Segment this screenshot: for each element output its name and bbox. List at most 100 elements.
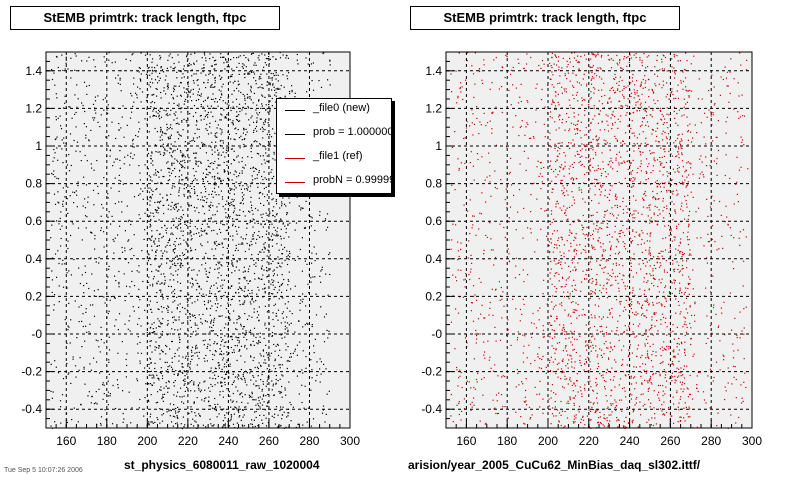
right-point bbox=[550, 260, 552, 263]
left-point bbox=[160, 291, 162, 293]
left-point bbox=[73, 202, 75, 204]
right-point bbox=[659, 375, 661, 377]
right-point bbox=[604, 249, 606, 251]
left-point bbox=[162, 69, 164, 71]
left-point bbox=[247, 83, 249, 85]
right-point bbox=[571, 366, 573, 368]
right-point bbox=[517, 337, 519, 339]
left-point bbox=[166, 194, 168, 196]
left-point bbox=[275, 312, 277, 315]
left-point bbox=[264, 223, 266, 225]
left-point bbox=[319, 381, 321, 383]
left-point bbox=[218, 203, 220, 205]
left-point bbox=[146, 97, 148, 99]
left-point bbox=[113, 252, 115, 254]
left-point bbox=[244, 313, 246, 315]
left-point bbox=[173, 224, 175, 226]
right-point bbox=[512, 126, 514, 128]
left-point bbox=[329, 59, 331, 61]
right-point bbox=[630, 178, 632, 180]
left-point bbox=[212, 93, 214, 95]
left-point bbox=[200, 295, 203, 297]
left-point bbox=[238, 56, 240, 58]
left-point bbox=[289, 222, 291, 224]
left-point bbox=[184, 424, 186, 426]
right-point bbox=[612, 349, 614, 351]
left-point bbox=[267, 401, 269, 403]
left-point bbox=[229, 172, 231, 174]
left-point bbox=[172, 415, 174, 417]
left-point bbox=[230, 148, 233, 150]
left-point bbox=[196, 351, 198, 354]
left-point bbox=[217, 261, 219, 263]
left-point bbox=[177, 374, 179, 376]
left-point bbox=[178, 209, 180, 211]
right-point bbox=[510, 184, 513, 186]
left-point bbox=[237, 374, 239, 376]
left-point bbox=[194, 420, 196, 422]
left-point bbox=[214, 181, 216, 183]
left-point bbox=[249, 97, 251, 99]
left-point bbox=[223, 62, 225, 64]
left-point bbox=[286, 289, 288, 291]
left-point bbox=[236, 233, 238, 235]
left-point bbox=[57, 201, 59, 203]
left-point bbox=[249, 211, 251, 213]
left-point bbox=[254, 278, 256, 280]
left-point bbox=[267, 275, 269, 277]
right-point bbox=[458, 377, 460, 379]
left-point bbox=[253, 272, 256, 275]
left-point bbox=[154, 79, 157, 81]
left-point bbox=[287, 284, 289, 286]
right-point bbox=[568, 130, 570, 132]
left-point bbox=[171, 311, 173, 313]
right-point bbox=[558, 245, 560, 247]
right-point bbox=[597, 122, 599, 124]
right-point bbox=[615, 361, 617, 363]
right-point bbox=[688, 95, 690, 97]
left-point bbox=[269, 58, 271, 60]
left-point bbox=[257, 343, 259, 345]
left-point bbox=[271, 389, 273, 391]
right-point bbox=[716, 157, 718, 160]
left-point bbox=[219, 290, 221, 292]
left-point bbox=[198, 314, 200, 316]
left-point bbox=[224, 417, 226, 419]
right-point bbox=[578, 187, 580, 189]
left-point bbox=[209, 292, 211, 294]
left-point bbox=[214, 341, 216, 343]
left-point bbox=[181, 217, 183, 219]
right-point bbox=[716, 174, 718, 176]
right-point bbox=[585, 127, 587, 129]
left-point bbox=[167, 371, 169, 373]
left-point bbox=[58, 202, 60, 204]
right-point bbox=[564, 165, 566, 168]
right-point bbox=[708, 109, 710, 111]
left-point bbox=[232, 101, 234, 103]
left-point bbox=[56, 276, 58, 278]
right-point bbox=[721, 312, 723, 314]
right-point bbox=[598, 137, 600, 139]
left-point bbox=[164, 132, 166, 134]
right-point bbox=[690, 167, 692, 169]
left-point bbox=[182, 372, 184, 374]
left-point bbox=[201, 234, 203, 236]
left-point bbox=[253, 301, 255, 303]
left-point bbox=[162, 197, 164, 199]
right-point bbox=[526, 404, 528, 406]
left-point bbox=[180, 206, 182, 208]
left-point bbox=[217, 177, 219, 179]
right-point bbox=[549, 336, 551, 338]
left-point bbox=[230, 335, 232, 337]
left-point bbox=[67, 325, 69, 327]
left-point bbox=[238, 342, 240, 344]
left-point bbox=[57, 372, 60, 374]
left-point bbox=[162, 351, 164, 353]
left-point bbox=[292, 352, 294, 354]
left-point bbox=[138, 121, 140, 123]
left-point bbox=[52, 391, 54, 393]
right-point bbox=[586, 415, 589, 417]
right-point bbox=[594, 115, 596, 117]
left-point bbox=[170, 233, 172, 235]
right-point bbox=[739, 52, 741, 54]
